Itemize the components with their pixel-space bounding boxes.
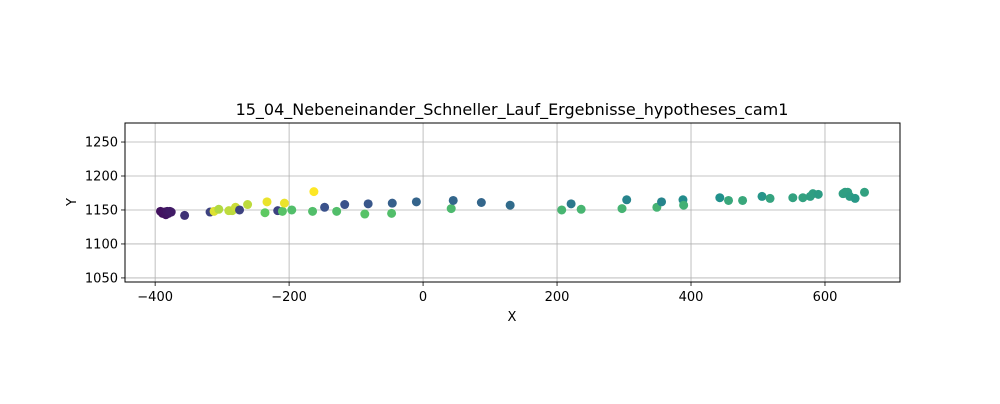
data-point <box>446 204 456 214</box>
data-point <box>387 198 397 208</box>
x-tick-label: 400 <box>679 290 704 305</box>
data-point <box>859 187 869 197</box>
data-point <box>850 193 860 203</box>
data-point <box>243 200 253 210</box>
data-point <box>309 187 319 197</box>
y-tick-label: 1150 <box>85 203 118 218</box>
data-point <box>411 197 421 207</box>
data-point <box>277 206 287 216</box>
data-point <box>813 189 823 199</box>
data-point <box>320 202 330 212</box>
data-point <box>657 197 667 207</box>
data-point <box>363 199 373 209</box>
x-axis-label: X <box>508 310 517 325</box>
x-tick-label: 600 <box>813 290 838 305</box>
y-tick-label: 1250 <box>85 136 118 151</box>
grid-layer <box>125 123 900 282</box>
points-layer <box>156 187 869 220</box>
data-point <box>765 193 775 203</box>
data-point <box>566 199 576 209</box>
data-point <box>505 200 515 210</box>
data-point <box>308 206 318 216</box>
data-point <box>788 193 798 203</box>
x-tick-label: 200 <box>545 290 570 305</box>
y-tick-label: 1100 <box>85 237 118 252</box>
data-point <box>235 205 245 215</box>
data-point <box>557 205 567 215</box>
data-point <box>180 210 190 220</box>
y-tick-label: 1050 <box>85 271 118 286</box>
y-tick-label: 1200 <box>85 170 118 185</box>
chart-title: 15_04_Nebeneinander_Schneller_Lauf_Ergeb… <box>236 100 789 120</box>
data-point <box>214 204 224 214</box>
data-point <box>448 195 458 205</box>
data-point <box>757 191 767 201</box>
data-point <box>724 195 734 205</box>
x-tick-label: −200 <box>271 290 307 305</box>
data-point <box>287 205 297 215</box>
data-point <box>387 208 397 218</box>
data-point <box>715 193 725 203</box>
data-point <box>360 209 370 219</box>
data-point <box>262 197 272 207</box>
data-point <box>279 198 289 208</box>
data-point <box>260 208 270 218</box>
y-axis-label: Y <box>65 198 80 207</box>
data-point <box>798 193 808 203</box>
x-tick-label: −400 <box>137 290 173 305</box>
x-tick-label: 0 <box>419 290 427 305</box>
data-point <box>332 206 342 216</box>
ticks-layer: −400 −200 0 200 400 600 1050 1100 1150 1200 1250 <box>85 136 837 305</box>
data-point <box>622 195 632 205</box>
data-point <box>476 198 486 207</box>
data-point <box>617 204 627 214</box>
data-point <box>166 207 176 217</box>
data-point <box>679 200 689 210</box>
data-point <box>340 200 350 210</box>
plot-frame <box>124 122 901 283</box>
data-point <box>738 195 748 205</box>
data-point <box>576 204 586 214</box>
